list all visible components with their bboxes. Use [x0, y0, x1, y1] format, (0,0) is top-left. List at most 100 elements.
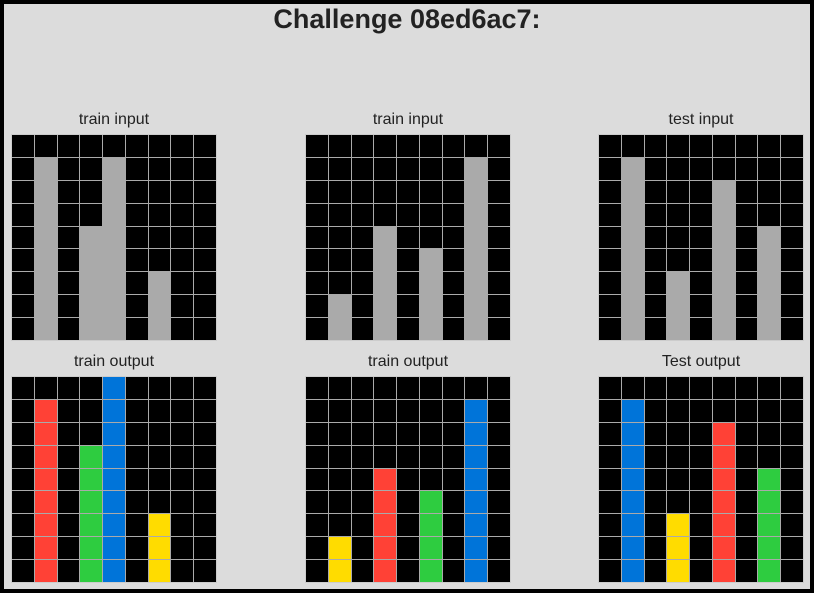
grid-cell: [397, 203, 419, 226]
grid-cell: [781, 203, 803, 226]
grid-cell: [80, 560, 103, 582]
grid-cell: [690, 399, 712, 422]
grid-cell: [667, 422, 690, 445]
grid-cell: [397, 318, 419, 340]
grid-cell: [374, 203, 397, 226]
grid-cell: [12, 226, 34, 249]
grid-cell: [442, 180, 465, 203]
grid-cell: [599, 272, 621, 295]
grid-cell: [599, 180, 621, 203]
grid-cell: [57, 491, 80, 514]
grid-cell: [419, 422, 442, 445]
grid-cell: [644, 295, 667, 318]
grid-train-output-2: [305, 376, 511, 583]
grid-cell: [148, 157, 171, 180]
grid-cell: [758, 445, 781, 468]
grid-cell: [328, 318, 351, 340]
grid-cell: [148, 377, 171, 399]
grid-cell: [397, 157, 419, 180]
grid-cell: [735, 399, 758, 422]
grid-cell: [621, 560, 644, 582]
grid-cell: [690, 272, 712, 295]
grid-cell: [125, 203, 148, 226]
grid-cell: [397, 537, 419, 560]
grid-cell: [57, 135, 80, 157]
grid-cell: [351, 537, 374, 560]
grid-cell: [57, 377, 80, 399]
grid-cell: [419, 157, 442, 180]
grid-cell: [125, 422, 148, 445]
grid-cell: [735, 272, 758, 295]
grid-cell: [735, 135, 758, 157]
grid-cell: [328, 249, 351, 272]
grid-cell: [194, 272, 216, 295]
grid-cell: [374, 560, 397, 582]
grid-cell: [12, 377, 34, 399]
grid-cell: [194, 157, 216, 180]
grid-cell: [465, 295, 488, 318]
grid-cell: [171, 422, 194, 445]
grid-train-input-1: [11, 134, 217, 341]
grid-cell: [306, 249, 328, 272]
grid-cell: [148, 399, 171, 422]
grid-cell: [80, 468, 103, 491]
grid-cell: [34, 135, 57, 157]
grid-cell: [644, 560, 667, 582]
grid-cell: [465, 514, 488, 537]
grid-cell: [419, 445, 442, 468]
grid-cell: [621, 226, 644, 249]
grid-cell: [758, 422, 781, 445]
grid-cell: [80, 226, 103, 249]
grid-cell: [599, 249, 621, 272]
grid-cell: [442, 157, 465, 180]
grid-cell: [644, 422, 667, 445]
grid-cell: [419, 295, 442, 318]
grid-cell: [667, 514, 690, 537]
grid-cell: [125, 226, 148, 249]
grid-cell: [351, 318, 374, 340]
grid-cell: [397, 514, 419, 537]
grid-cell: [419, 399, 442, 422]
grid-cell: [171, 377, 194, 399]
grid-cell: [644, 180, 667, 203]
grid-cell: [351, 422, 374, 445]
grid-cell: [712, 226, 735, 249]
grid-cell: [328, 422, 351, 445]
grid-cell: [194, 295, 216, 318]
grid-cell: [667, 295, 690, 318]
grid-cell: [351, 203, 374, 226]
grid-cell: [781, 295, 803, 318]
grid-cell: [103, 422, 125, 445]
grid-cell: [781, 445, 803, 468]
panel-label-train-output-1: train output: [73, 353, 155, 370]
grid-cell: [12, 157, 34, 180]
grid-cell: [690, 157, 712, 180]
grid-cell: [34, 560, 57, 582]
grid-cell: [397, 377, 419, 399]
grid-cell: [306, 560, 328, 582]
grid-cell: [351, 560, 374, 582]
grid-cell: [488, 249, 510, 272]
grid-cell: [781, 491, 803, 514]
grid-cell: [328, 157, 351, 180]
grid-cell: [12, 514, 34, 537]
grid-cell: [57, 399, 80, 422]
grid-cell: [488, 318, 510, 340]
grid-cell: [103, 445, 125, 468]
grid-cell: [328, 377, 351, 399]
grid-cell: [667, 157, 690, 180]
grid-cell: [328, 135, 351, 157]
grid-cell: [103, 180, 125, 203]
grid-cell: [80, 249, 103, 272]
grid-cell: [351, 468, 374, 491]
grid-cell: [374, 180, 397, 203]
grid-cell: [397, 180, 419, 203]
grid-cell: [644, 537, 667, 560]
grid-cell: [735, 295, 758, 318]
grid-cell: [397, 249, 419, 272]
grid-cell: [758, 295, 781, 318]
grid-cell: [465, 318, 488, 340]
grid-cell: [465, 226, 488, 249]
grid-cell: [397, 135, 419, 157]
grid-cell: [57, 157, 80, 180]
